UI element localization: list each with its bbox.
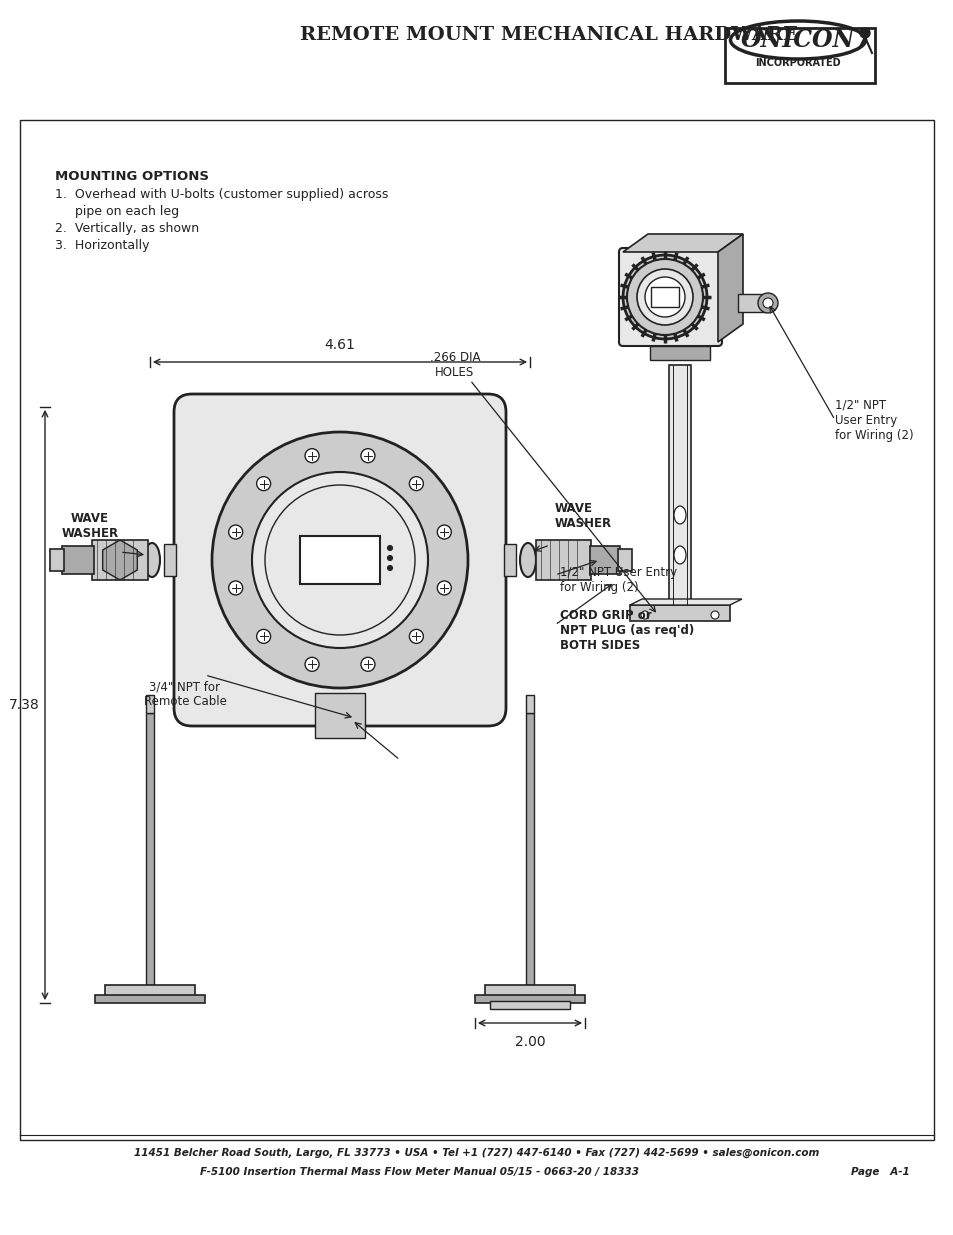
Bar [50, 550, 64, 571]
Circle shape [387, 556, 392, 561]
Bar [146, 695, 153, 713]
Bar [105, 986, 194, 997]
Text: WAVE
WASHER: WAVE WASHER [555, 501, 612, 530]
Circle shape [859, 28, 869, 38]
Polygon shape [629, 599, 741, 605]
Circle shape [229, 580, 242, 595]
Circle shape [256, 630, 271, 643]
Bar [650, 287, 679, 308]
Circle shape [409, 477, 423, 490]
Circle shape [252, 472, 428, 648]
Bar [525, 713, 534, 986]
Text: .266 DIA
HOLES: .266 DIA HOLES [429, 351, 479, 379]
Text: 1/2" NPT User Entry
for Wiring (2): 1/2" NPT User Entry for Wiring (2) [559, 566, 677, 594]
Circle shape [626, 259, 702, 335]
Text: ONICON: ONICON [740, 28, 854, 52]
Text: 1/2" NPT
User Entry
for Wiring (2): 1/2" NPT User Entry for Wiring (2) [834, 399, 913, 441]
Text: pipe on each leg: pipe on each leg [55, 205, 179, 219]
Circle shape [256, 477, 271, 490]
Circle shape [758, 293, 778, 312]
Circle shape [360, 657, 375, 672]
Bar [490, 1002, 569, 1009]
Ellipse shape [673, 546, 685, 564]
Circle shape [387, 566, 392, 571]
Bar [589, 546, 619, 574]
Polygon shape [103, 540, 137, 580]
Circle shape [436, 580, 451, 595]
Bar [146, 713, 153, 986]
Text: 2.  Vertically, as shown: 2. Vertically, as shown [55, 222, 199, 235]
Bar [629, 605, 729, 621]
Circle shape [387, 546, 392, 551]
Text: CORD GRIP or
NPT PLUG (as req'd)
BOTH SIDES: CORD GRIP or NPT PLUG (as req'd) BOTH SI… [559, 609, 694, 652]
Circle shape [436, 525, 451, 538]
Text: 3/4" NPT for
Remote Cable: 3/4" NPT for Remote Cable [143, 680, 226, 708]
Text: WAVE
WASHER: WAVE WASHER [61, 513, 118, 540]
Bar [475, 995, 584, 1003]
Circle shape [305, 657, 318, 672]
Circle shape [622, 254, 706, 338]
Ellipse shape [673, 506, 685, 524]
Bar [314, 693, 365, 739]
Circle shape [644, 277, 684, 317]
Ellipse shape [519, 543, 536, 577]
Text: Page   A-1: Page A-1 [850, 1167, 908, 1177]
Bar [738, 294, 765, 312]
Bar [95, 995, 205, 1003]
Text: F-5100 Insertion Thermal Mass Flow Meter Manual 05/15 - 0663-20 / 18333: F-5100 Insertion Thermal Mass Flow Meter… [200, 1167, 639, 1177]
Text: REMOTE MOUNT MECHANICAL HARDWARE: REMOTE MOUNT MECHANICAL HARDWARE [299, 26, 797, 44]
Bar [536, 540, 590, 580]
Bar [503, 543, 516, 576]
Circle shape [229, 525, 242, 538]
Circle shape [637, 269, 692, 325]
Bar [618, 550, 631, 571]
FancyBboxPatch shape [173, 394, 505, 726]
Text: 3.  Horizontally: 3. Horizontally [55, 240, 150, 252]
Bar [649, 346, 709, 359]
Text: 2.00: 2.00 [515, 1035, 545, 1049]
Circle shape [710, 611, 719, 619]
Bar [20, 120, 933, 1140]
Text: 4.61: 4.61 [324, 338, 355, 352]
Circle shape [265, 485, 415, 635]
Polygon shape [718, 233, 742, 342]
Bar [62, 546, 94, 574]
Text: 7.38: 7.38 [10, 698, 40, 713]
Text: 11451 Belcher Road South, Largo, FL 33773 • USA • Tel +1 (727) 447-6140 • Fax (7: 11451 Belcher Road South, Largo, FL 3377… [134, 1147, 819, 1158]
Polygon shape [622, 233, 742, 252]
FancyBboxPatch shape [618, 248, 721, 346]
Bar [525, 695, 534, 713]
Text: MOUNTING OPTIONS: MOUNTING OPTIONS [55, 170, 209, 183]
Circle shape [212, 432, 468, 688]
Bar [668, 366, 690, 605]
Circle shape [640, 611, 648, 619]
Text: 1.  Overhead with U-bolts (customer supplied) across: 1. Overhead with U-bolts (customer suppl… [55, 188, 388, 201]
Circle shape [409, 630, 423, 643]
Bar [164, 543, 175, 576]
Bar [91, 540, 148, 580]
Bar [484, 986, 575, 997]
Ellipse shape [144, 543, 160, 577]
Polygon shape [649, 340, 718, 346]
Circle shape [762, 298, 772, 308]
Circle shape [305, 448, 318, 463]
Circle shape [360, 448, 375, 463]
Text: INCORPORATED: INCORPORATED [755, 58, 840, 68]
Bar [299, 536, 379, 584]
Bar [724, 28, 874, 83]
